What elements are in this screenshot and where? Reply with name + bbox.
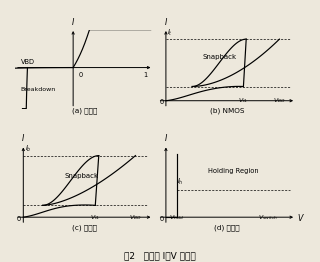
Text: $I$: $I$ <box>164 132 168 143</box>
Text: $I_h$: $I_h$ <box>177 177 184 187</box>
Text: $I_b$: $I_b$ <box>25 144 31 154</box>
Text: $V_{hold}$: $V_{hold}$ <box>169 213 185 222</box>
Text: VBD: VBD <box>20 59 35 65</box>
Text: (d) 品闸管: (d) 品闸管 <box>214 224 240 231</box>
Text: Snapback: Snapback <box>203 54 237 60</box>
Text: (a) 二极管: (a) 二极管 <box>72 108 97 114</box>
Text: $I$: $I$ <box>71 15 75 26</box>
Text: $I_t$: $I_t$ <box>167 27 173 37</box>
Text: $V_{BO}$: $V_{BO}$ <box>129 213 142 222</box>
Text: 0: 0 <box>79 72 83 78</box>
Text: $V$: $V$ <box>297 212 305 223</box>
Text: 0: 0 <box>160 100 164 105</box>
Text: Breakdown: Breakdown <box>20 87 56 92</box>
Text: $V_{t1}$: $V_{t1}$ <box>238 97 249 105</box>
Text: $I$: $I$ <box>21 132 25 143</box>
Text: 图2   器件的 I－V 特性图: 图2 器件的 I－V 特性图 <box>124 252 196 261</box>
Text: Snapback: Snapback <box>64 173 99 179</box>
Text: $V_{switch}$: $V_{switch}$ <box>258 213 278 222</box>
Text: (b) NMOS: (b) NMOS <box>210 108 244 114</box>
Text: (c) 三极管: (c) 三极管 <box>72 224 97 231</box>
Text: Holding Region: Holding Region <box>208 168 259 174</box>
Text: 1: 1 <box>143 72 147 78</box>
Text: 0: 0 <box>160 216 164 222</box>
Text: 0: 0 <box>17 216 21 222</box>
Text: $V_{BO}$: $V_{BO}$ <box>273 97 286 105</box>
Text: $I$: $I$ <box>164 15 168 26</box>
Text: $V_{t1}$: $V_{t1}$ <box>90 213 100 222</box>
